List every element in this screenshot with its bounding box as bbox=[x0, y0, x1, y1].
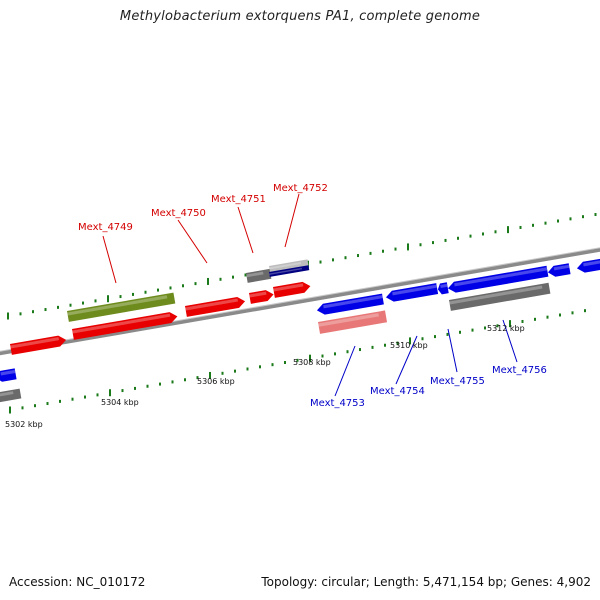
gene-mext-4748-highlight bbox=[10, 337, 60, 349]
gene-mext-4757-shape[interactable] bbox=[576, 258, 600, 274]
leader-line-mext-4752 bbox=[284, 193, 300, 248]
feature-gray-right[interactable] bbox=[449, 282, 551, 311]
gene-mext-4755-shape[interactable] bbox=[447, 265, 549, 294]
gene-mext-4754b-shape[interactable] bbox=[437, 282, 449, 295]
gene-mext-4751[interactable] bbox=[249, 289, 275, 304]
feature-track bbox=[0, 258, 600, 403]
gene-mext-4749-highlight bbox=[72, 313, 171, 334]
gene-mext-4756-highlight bbox=[553, 264, 570, 271]
feature-light-gray[interactable] bbox=[269, 259, 309, 273]
scale-label: 5310 kbp bbox=[390, 341, 428, 350]
feature-gray-right-shape[interactable] bbox=[449, 282, 551, 311]
gene-mext-4748-shape[interactable] bbox=[10, 334, 67, 355]
gene-mext-4757[interactable] bbox=[576, 258, 600, 274]
gene-label-mext-4751[interactable]: Mext_4751 bbox=[211, 194, 266, 205]
gene-edge-left[interactable] bbox=[0, 368, 17, 382]
accession-label: Accession: NC_010172 bbox=[9, 575, 146, 589]
genome-stats-label: Topology: circular; Length: 5,471,154 bp… bbox=[261, 575, 591, 589]
feature-gray-left[interactable] bbox=[246, 268, 272, 283]
gene-mext-4750-highlight bbox=[185, 298, 239, 311]
gene-mext-4751-highlight bbox=[249, 291, 267, 298]
gene-mext-4753[interactable] bbox=[316, 293, 384, 316]
gene-mext-4754-shape[interactable] bbox=[385, 283, 439, 303]
gene-label-mext-4755[interactable]: Mext_4755 bbox=[430, 376, 485, 387]
feature-gray-edge[interactable] bbox=[0, 388, 22, 403]
gene-mext-4752-shape[interactable] bbox=[273, 281, 311, 298]
lower-tick-track bbox=[9, 309, 586, 414]
leader-line-mext-4749 bbox=[102, 235, 117, 284]
leader-line-mext-4750 bbox=[177, 219, 208, 264]
gene-mext-4756[interactable] bbox=[547, 263, 571, 278]
gene-mext-4754b[interactable] bbox=[437, 282, 449, 295]
gene-label-mext-4749[interactable]: Mext_4749 bbox=[78, 222, 133, 233]
leader-line-mext-4751 bbox=[237, 206, 254, 254]
scale-label: 5304 kbp bbox=[101, 398, 139, 407]
gene-mext-4748[interactable] bbox=[10, 334, 67, 355]
gene-mext-4757-highlight bbox=[583, 260, 600, 267]
gene-mext-4751-shape[interactable] bbox=[249, 289, 275, 304]
leader-line-mext-4753 bbox=[334, 345, 356, 397]
gene-mext-4750-shape[interactable] bbox=[185, 296, 246, 317]
feature-pink[interactable] bbox=[318, 310, 388, 334]
feature-gray-edge-highlight bbox=[0, 391, 14, 398]
feature-navy-highlight bbox=[269, 267, 303, 275]
feature-pink-shape[interactable] bbox=[318, 310, 388, 334]
gene-mext-4754[interactable] bbox=[385, 283, 439, 303]
feature-olive-bar-highlight bbox=[67, 295, 168, 316]
gene-mext-4752[interactable] bbox=[273, 281, 311, 298]
scale-label: 5312 kbp bbox=[487, 324, 525, 333]
leader-line-mext-4756 bbox=[502, 319, 518, 363]
feature-gray-edge-shape[interactable] bbox=[0, 388, 22, 403]
gene-mext-4754-highlight bbox=[392, 284, 438, 296]
gene-mext-4754b-highlight bbox=[440, 283, 448, 289]
feature-pink-highlight bbox=[318, 313, 379, 327]
feature-light-gray-highlight bbox=[269, 262, 302, 270]
feature-navy[interactable] bbox=[269, 265, 310, 277]
gene-mext-4753-highlight bbox=[323, 295, 383, 309]
gene-edge-left-shape[interactable] bbox=[0, 368, 17, 382]
gene-mext-4756-shape[interactable] bbox=[547, 263, 571, 278]
scale-label: 5308 kbp bbox=[293, 358, 331, 367]
gene-mext-4755[interactable] bbox=[447, 265, 549, 294]
feature-gray-left-highlight bbox=[246, 271, 264, 278]
gene-mext-4752-highlight bbox=[273, 283, 304, 292]
feature-light-gray-shape[interactable] bbox=[269, 259, 309, 273]
gene-mext-4755-highlight bbox=[454, 267, 548, 287]
gene-mext-4753-shape[interactable] bbox=[316, 293, 384, 316]
gene-label-mext-4753[interactable]: Mext_4753 bbox=[310, 398, 365, 409]
scale-label: 5306 kbp bbox=[197, 377, 235, 386]
gene-mext-4749-shape[interactable] bbox=[72, 311, 178, 340]
feature-gray-right-highlight bbox=[449, 285, 543, 305]
gene-edge-left-highlight bbox=[0, 369, 16, 376]
gene-mext-4750[interactable] bbox=[185, 296, 246, 317]
gene-label-mext-4752[interactable]: Mext_4752 bbox=[273, 183, 328, 194]
feature-gray-left-shape[interactable] bbox=[246, 268, 272, 283]
gene-label-mext-4754[interactable]: Mext_4754 bbox=[370, 386, 425, 397]
gene-label-mext-4750[interactable]: Mext_4750 bbox=[151, 208, 206, 219]
feature-navy-shape[interactable] bbox=[269, 265, 310, 277]
gene-mext-4749[interactable] bbox=[72, 311, 178, 340]
feature-olive-bar-shape[interactable] bbox=[67, 292, 176, 322]
map-title: Methylobacterium extorquens PA1, complet… bbox=[119, 9, 481, 24]
leader-line-mext-4754 bbox=[395, 335, 418, 385]
feature-olive-bar[interactable] bbox=[67, 292, 176, 322]
leader-line-mext-4755 bbox=[447, 328, 458, 373]
gene-label-mext-4756[interactable]: Mext_4756 bbox=[492, 365, 547, 376]
scale-label: 5302 kbp bbox=[5, 420, 43, 429]
